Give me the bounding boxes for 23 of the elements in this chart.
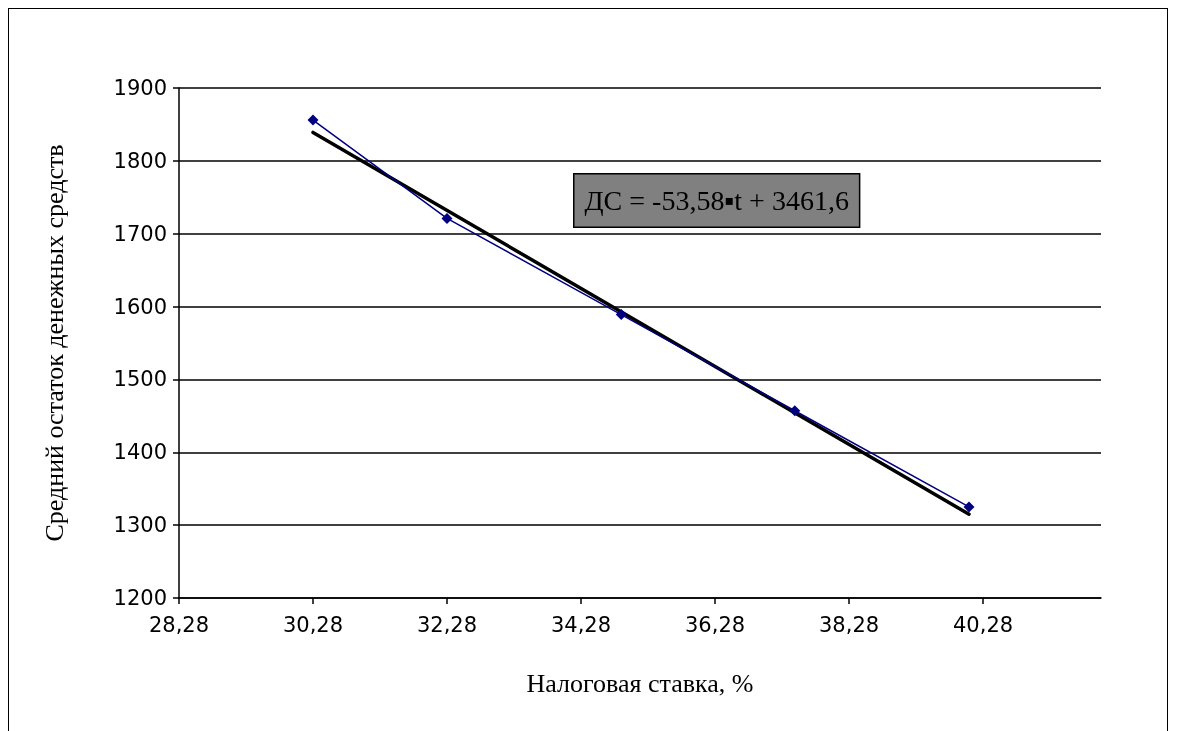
x-tick-label: 38,28: [819, 612, 880, 637]
x-tick-label: 28,28: [148, 612, 210, 637]
x-tick-label: 30,28: [282, 612, 344, 637]
x-tick-label: 32,28: [416, 612, 478, 637]
point: [789, 405, 801, 417]
x-axis-title: Налоговая ставка, %: [526, 668, 754, 698]
y-tick-label: 1300: [113, 513, 167, 538]
x-tick-label: 40,28: [953, 612, 1014, 637]
y-tick-label: 1800: [113, 148, 167, 173]
point: [615, 309, 627, 321]
y-tick-label: 1400: [113, 440, 167, 465]
x-tick-label: 34,28: [550, 612, 612, 637]
y-tick-label: 1500: [113, 367, 167, 392]
y-tick-label: 1900: [113, 76, 167, 100]
y-tick-label: 1200: [113, 586, 167, 610]
y-tick-label: 1600: [113, 294, 167, 319]
annotation: ДС = -53,58▪t + 3461,6: [584, 185, 849, 216]
point: [307, 114, 319, 126]
y-axis-title: Средний остаток денежных средств: [39, 144, 69, 542]
y-tick-label: 1700: [113, 221, 167, 246]
point: [441, 212, 453, 224]
point: [963, 501, 975, 513]
x-tick-label: 36,28: [684, 612, 746, 637]
